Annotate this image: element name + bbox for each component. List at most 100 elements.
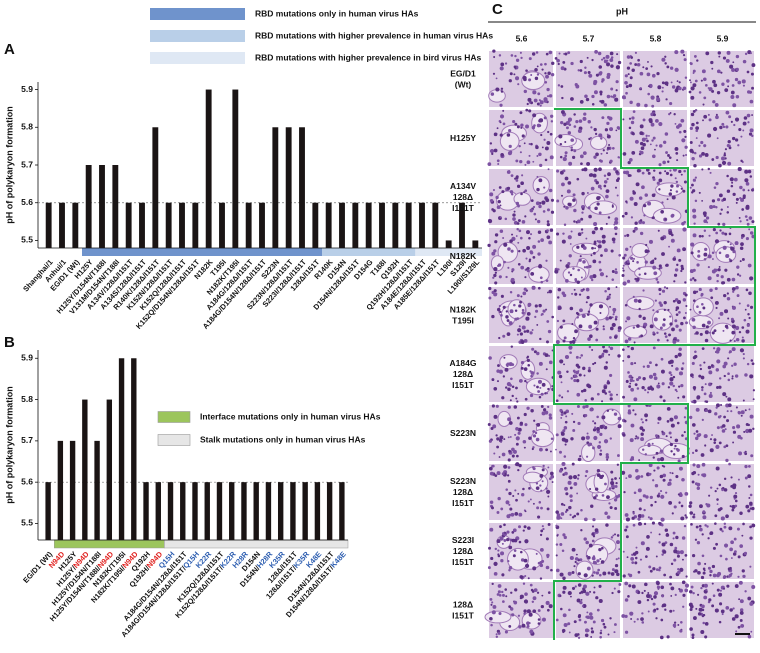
cell-nucleus (663, 332, 667, 335)
cell-nucleus (661, 553, 664, 556)
bar (69, 440, 76, 540)
cell-nucleus (637, 521, 642, 526)
cell-nucleus (680, 620, 683, 624)
cell-nucleus (634, 437, 637, 440)
cell-nucleus (568, 161, 573, 166)
bar (272, 127, 279, 248)
cell-nucleus (601, 116, 605, 120)
cell-nucleus (576, 245, 580, 249)
cell-nucleus (625, 85, 629, 89)
legend-label: RBD mutations only in human virus HAs (255, 8, 419, 18)
cell-nucleus (690, 585, 694, 589)
cell-nucleus (749, 414, 754, 419)
cell-nucleus (651, 521, 655, 525)
cell-nucleus (584, 414, 588, 417)
cell-nucleus (548, 94, 553, 98)
cell-nucleus (741, 208, 745, 211)
cell-nucleus (524, 379, 527, 383)
cell-nucleus (604, 392, 608, 395)
cell-nucleus (575, 363, 579, 367)
cell-nucleus (580, 162, 583, 166)
cell-nucleus (535, 552, 538, 555)
cell-nucleus (588, 173, 592, 177)
cell-nucleus (606, 94, 611, 99)
cell-nucleus (650, 260, 655, 265)
cell-nucleus (664, 81, 669, 86)
bar (125, 202, 132, 248)
cell-nucleus (697, 612, 702, 616)
cell-nucleus (541, 382, 546, 387)
cell-nucleus (531, 329, 534, 331)
cell-nucleus (738, 127, 742, 132)
bar (118, 358, 125, 540)
cell-nucleus (609, 373, 613, 377)
cell-nucleus (611, 316, 614, 319)
cell-nucleus (698, 310, 702, 314)
cell-nucleus (646, 391, 650, 394)
cell-nucleus (628, 117, 632, 120)
cell-nucleus (659, 490, 663, 493)
cell-nucleus (488, 296, 492, 300)
column-label: 5.9 (717, 33, 729, 43)
cell-nucleus (591, 58, 594, 62)
cell-nucleus (731, 67, 736, 72)
cell-nucleus (660, 618, 664, 622)
cell-nucleus (689, 627, 693, 631)
cell-nucleus (728, 146, 732, 150)
cell-nucleus (528, 109, 532, 113)
cell-nucleus (642, 66, 645, 69)
cell-nucleus (736, 424, 741, 429)
cell-nucleus (748, 216, 753, 220)
cell-nucleus (577, 572, 581, 576)
cell-nucleus (487, 423, 491, 427)
cell-nucleus (743, 551, 748, 555)
cell-nucleus (669, 417, 674, 422)
cell-nucleus (667, 154, 670, 157)
cell-nucleus (672, 537, 675, 540)
cell-nucleus (501, 593, 505, 597)
cell-nucleus (510, 607, 514, 611)
cell-nucleus (579, 100, 584, 104)
cell-nucleus (612, 240, 616, 244)
cell-nucleus (591, 94, 595, 99)
cell-nucleus (555, 568, 560, 573)
cell-nucleus (601, 389, 606, 394)
cell-nucleus (594, 226, 598, 231)
cell-nucleus (735, 95, 740, 99)
cell-nucleus (671, 85, 676, 89)
cell-nucleus (650, 65, 653, 68)
cell-nucleus (559, 155, 563, 159)
cell-nucleus (532, 502, 535, 505)
cell-nucleus (615, 65, 620, 70)
cell-nucleus (536, 155, 539, 157)
cell-nucleus (537, 561, 541, 565)
cell-nucleus (585, 470, 589, 473)
cell-nucleus (668, 113, 671, 116)
cell-nucleus (709, 391, 712, 394)
cell-nucleus (574, 278, 578, 281)
cell-nucleus (694, 79, 698, 83)
cell-nucleus (529, 250, 533, 254)
cell-nucleus (730, 184, 734, 188)
cell-nucleus (500, 62, 505, 67)
cell-nucleus (565, 206, 569, 210)
cell-nucleus (708, 598, 712, 602)
cell-nucleus (674, 268, 679, 272)
bar (155, 482, 161, 540)
cell-nucleus (669, 442, 674, 447)
cell-nucleus (514, 433, 517, 436)
cell-nucleus (540, 133, 543, 137)
cell-nucleus (527, 577, 530, 580)
cell-nucleus (579, 154, 584, 159)
cell-nucleus (600, 152, 603, 155)
cell-nucleus (715, 466, 720, 471)
cell-nucleus (559, 572, 564, 577)
cell-nucleus (490, 623, 493, 627)
cell-nucleus (561, 396, 564, 399)
cell-nucleus (517, 328, 522, 333)
cell-nucleus (742, 522, 745, 526)
cell-nucleus (523, 612, 526, 615)
cell-nucleus (681, 558, 684, 561)
cell-nucleus (604, 511, 608, 516)
cell-nucleus (547, 71, 551, 75)
